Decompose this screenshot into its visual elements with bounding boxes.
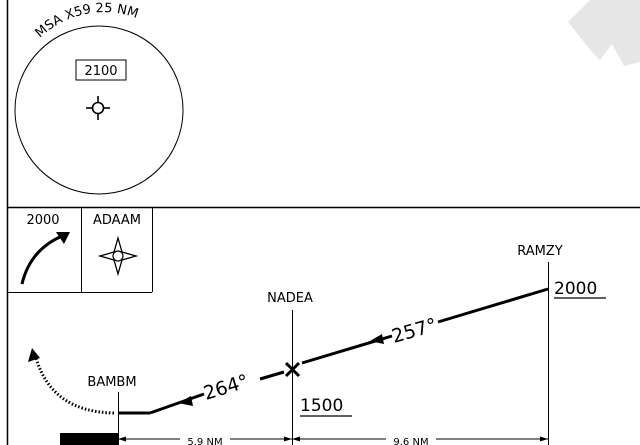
distance-scale: 5.9 NM 9.6 NM xyxy=(60,433,548,445)
missed-approach-fix: ADAAM xyxy=(93,213,141,228)
course-257: 257° xyxy=(389,314,439,348)
fix-nadea-altitude: 1500 xyxy=(300,396,343,416)
missed-approach-section: 2000 ADAAM xyxy=(7,208,153,293)
missed-approach-altitude: 2000 xyxy=(26,213,59,228)
descent-profile xyxy=(118,289,548,413)
watermark-logo xyxy=(568,0,640,66)
msa-altitude: 2100 xyxy=(84,64,117,79)
msa-section: MSA X59 25 NM 2100 xyxy=(15,1,183,194)
fix-ramzy-altitude: 2000 xyxy=(554,279,597,299)
fix-ramzy-name: RAMZY xyxy=(517,244,563,259)
fix-star-icon xyxy=(100,238,136,274)
msa-circle xyxy=(15,26,183,194)
distance-nadea-ramzy: 9.6 NM xyxy=(393,437,428,445)
course-264: 264° xyxy=(201,370,251,404)
climb-arrow-icon xyxy=(22,236,62,284)
fix-nadea-name: NADEA xyxy=(267,291,313,306)
msa-label: MSA X59 25 NM xyxy=(33,1,140,41)
distance-bambm-nadea: 5.9 NM xyxy=(187,437,222,445)
vor-symbol-icon xyxy=(86,96,110,120)
fix-bambm-name: BAMBM xyxy=(87,375,136,390)
